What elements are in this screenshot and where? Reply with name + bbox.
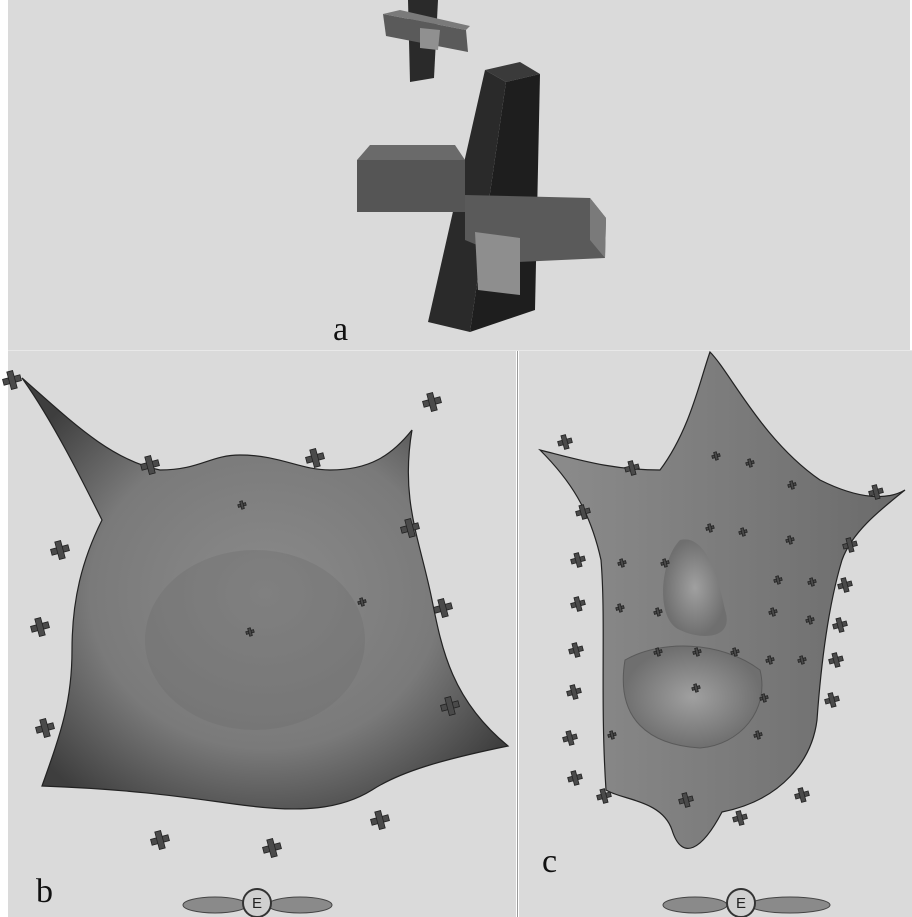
toolbar-button[interactable]: E	[252, 895, 262, 912]
panel-label: b	[36, 873, 53, 910]
figure: a E E b c	[0, 0, 912, 917]
panel-label: c	[542, 843, 557, 880]
panel-label: a	[333, 311, 348, 348]
toolbar-button[interactable]: E	[736, 895, 746, 912]
shading	[145, 550, 365, 730]
